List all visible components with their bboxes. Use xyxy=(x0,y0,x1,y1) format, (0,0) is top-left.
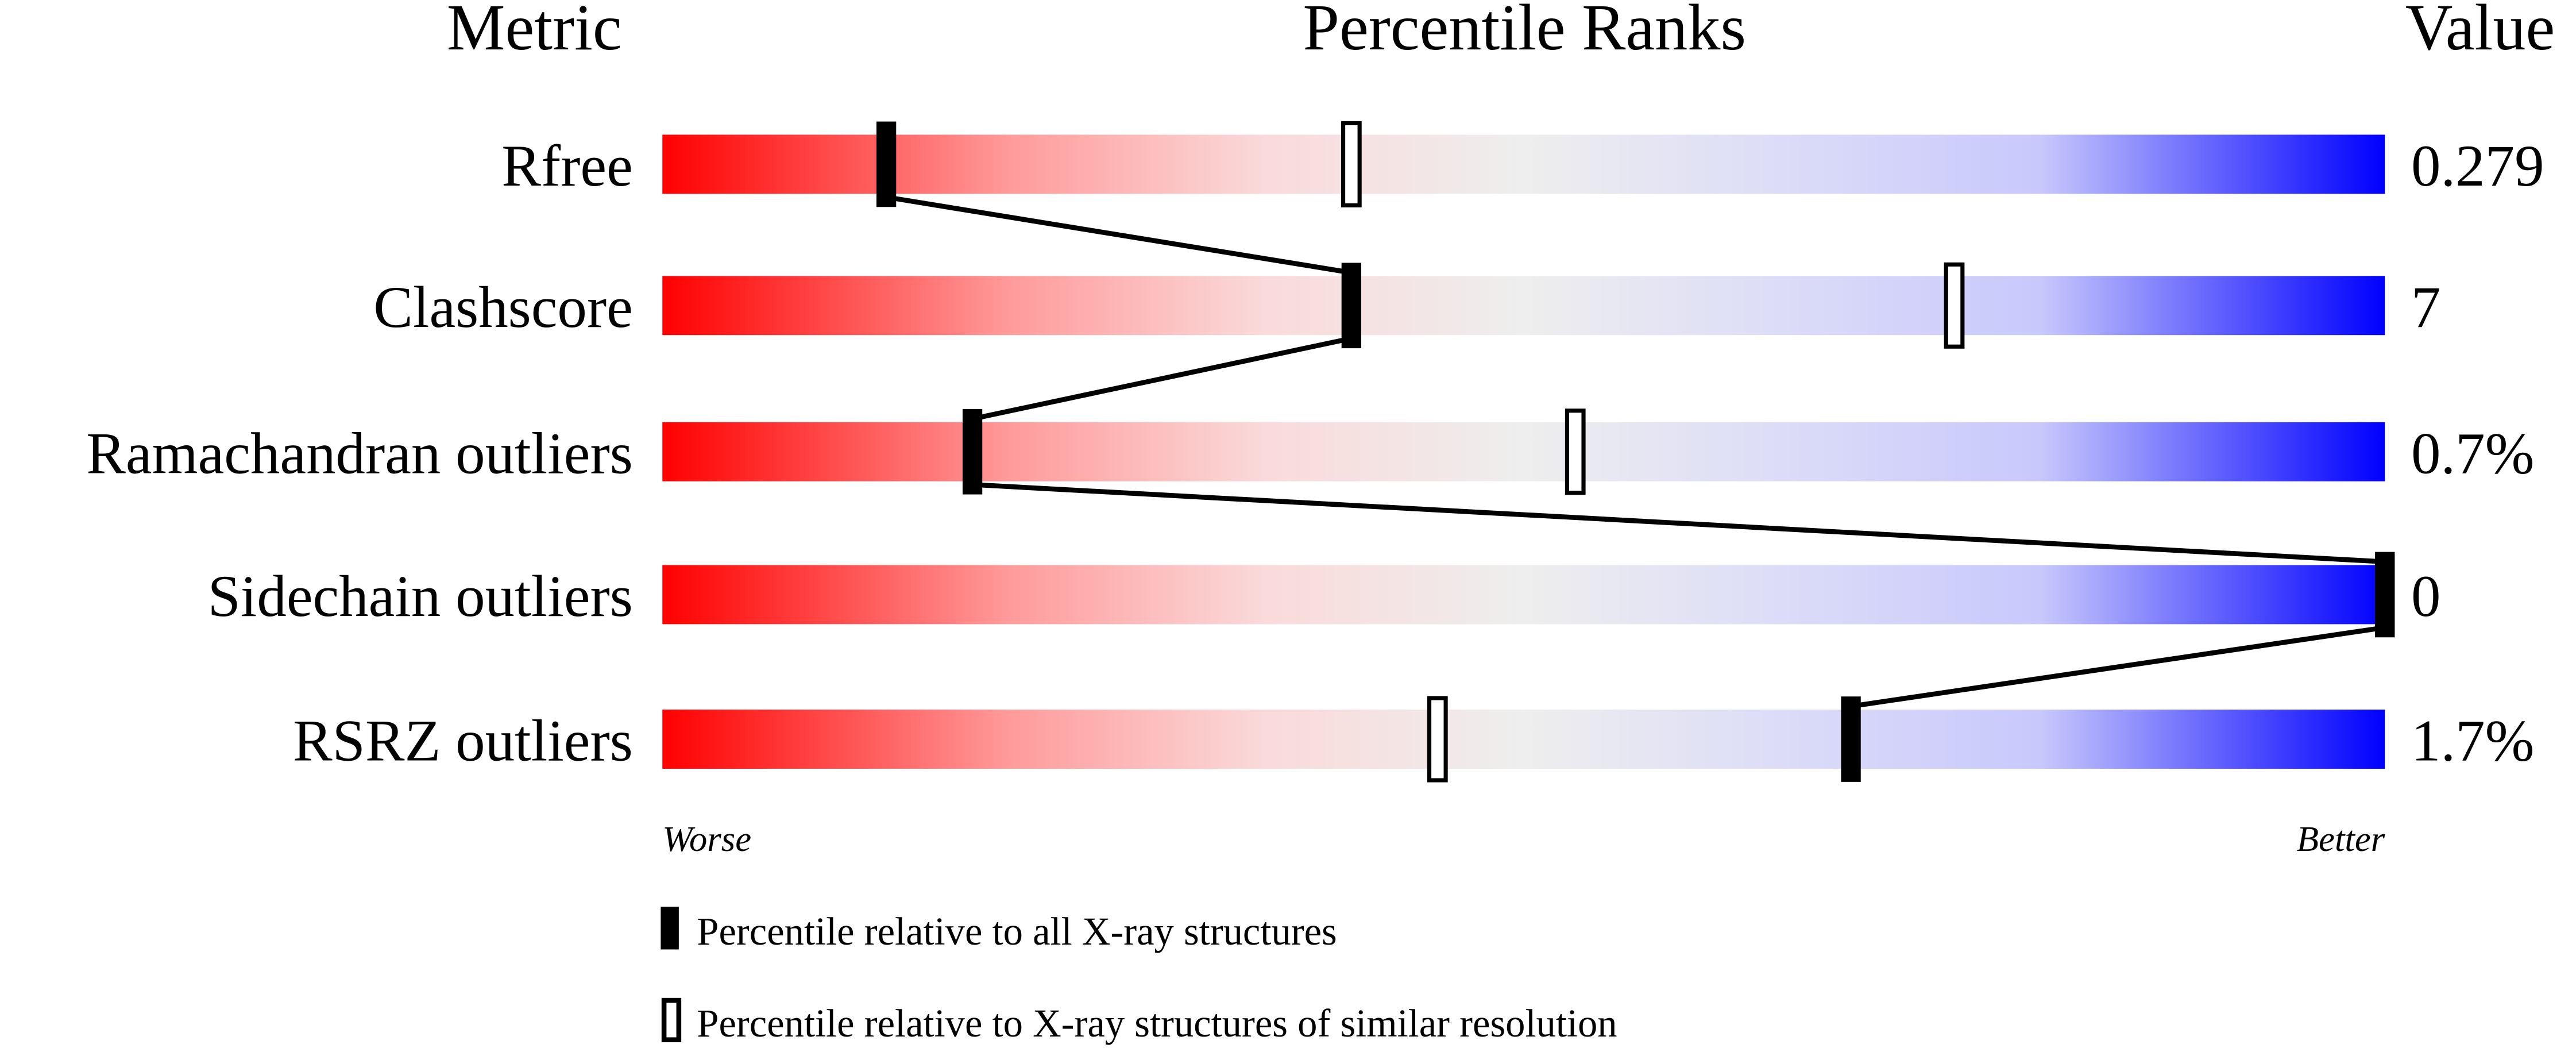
metric-label: Rfree xyxy=(501,133,633,199)
connector-line xyxy=(1850,625,2385,709)
percentile-bar xyxy=(662,134,2385,194)
marker-all-structures xyxy=(1341,263,1362,349)
connector-line xyxy=(886,194,1352,275)
metric-label: RSRZ outliers xyxy=(293,708,633,774)
percentile-bar xyxy=(662,565,2385,625)
percentile-bar xyxy=(662,422,2385,481)
metric-label: Clashscore xyxy=(373,275,633,340)
percentile-bar xyxy=(662,710,2385,769)
metric-label: Sidechain outliers xyxy=(208,564,633,629)
metric-label: Ramachandran outliers xyxy=(86,421,633,486)
marker-all-structures xyxy=(962,409,983,495)
marker-all-structures xyxy=(2375,552,2395,638)
marker-all-structures xyxy=(876,121,897,207)
metric-value: 0.279 xyxy=(2411,133,2544,199)
metric-value: 0.7% xyxy=(2411,421,2534,486)
metric-value: 1.7% xyxy=(2411,708,2534,774)
marker-similar-resolution xyxy=(1341,121,1362,207)
header-metric: Metric xyxy=(447,0,622,64)
percentile-bar xyxy=(662,276,2385,336)
connector-line xyxy=(972,336,1352,422)
marker-all-structures xyxy=(1841,696,1861,782)
metric-value: 0 xyxy=(2411,564,2440,629)
metric-value: 7 xyxy=(2411,275,2440,340)
header-value: Value xyxy=(2405,0,2555,64)
marker-similar-resolution xyxy=(1565,409,1586,495)
legend-filled-label: Percentile relative to all X-ray structu… xyxy=(697,910,1337,953)
header-percentile-ranks: Percentile Ranks xyxy=(1303,0,1746,64)
marker-similar-resolution xyxy=(1427,696,1448,783)
marker-similar-resolution xyxy=(1944,262,1965,349)
connector-line xyxy=(972,482,2385,565)
legend-open-marker xyxy=(661,997,682,1042)
legend-filled-marker xyxy=(661,907,679,950)
legend-open-label: Percentile relative to X-ray structures … xyxy=(697,1001,1617,1045)
axis-label-better: Better xyxy=(2297,819,2385,859)
axis-label-worse: Worse xyxy=(662,819,751,859)
